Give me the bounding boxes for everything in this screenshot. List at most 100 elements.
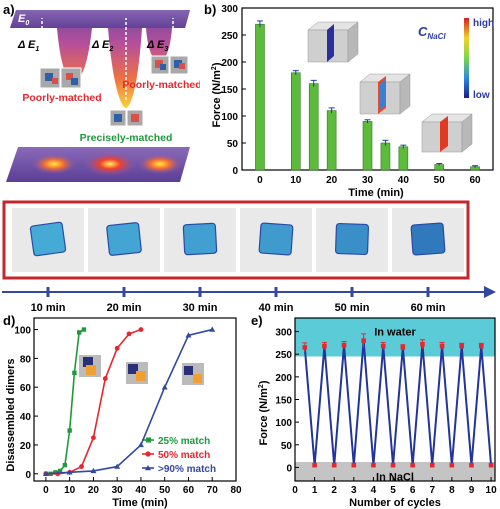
delta-e3-label: Δ E3 (146, 39, 168, 53)
panel-d-disassembly-line-chart: d) 0 20 40 60 80 100 0 10 20 30 40 50 60 70 80 25% matc… (3, 313, 242, 509)
panel-d-ylabel: Disassembled dimers (5, 358, 17, 471)
panel-e-ytick-label: 50 (281, 441, 293, 452)
panel-d-point (114, 345, 120, 351)
panel-e-point (459, 343, 464, 349)
panel-d-point (185, 332, 192, 338)
inset-block-full (307, 21, 359, 63)
gel-cube (410, 222, 446, 256)
panel-e-ytick-label: 150 (275, 396, 292, 407)
panel-e-point (449, 462, 455, 468)
panel-e-ytick-label: 0 (286, 463, 292, 474)
panel-e-xtick-label: 8 (449, 485, 455, 496)
panel-d-point (76, 330, 82, 335)
panel-e-label: e) (251, 313, 263, 328)
panel-d-legend-label: >90% match (158, 464, 216, 475)
panel-b-xtick-label: 30 (362, 175, 374, 186)
panel-d-xtick-label: 60 (183, 485, 195, 496)
panel-d-ytick-label: 20 (20, 441, 32, 452)
in-water-label: In water (374, 327, 416, 339)
panel-b-xlabel: Time (min) (348, 187, 404, 199)
panel-d-point (42, 470, 49, 476)
panel-d-point (102, 376, 108, 381)
panel-d-point (90, 467, 97, 474)
gel-cube (182, 222, 218, 256)
panel-b-ytick-label: 200 (221, 58, 238, 69)
panel-e-xtick-label: 9 (469, 485, 475, 496)
panel-d-xtick-label: 10 (64, 485, 76, 496)
panel-d-legend-label: 25% match (158, 436, 210, 447)
panel-e-xtick-label: 6 (410, 485, 416, 496)
panel-e-point (380, 343, 386, 349)
panel-e-point (469, 462, 474, 468)
panel-e-point (400, 345, 406, 350)
cnacl-legend-title: CNaCl (418, 24, 446, 41)
panel-d-point (57, 468, 63, 474)
panel-b-bar (380, 142, 391, 171)
panel-e-xtick-label: 0 (292, 485, 298, 496)
panel-e-xtick-label: 7 (429, 485, 435, 496)
panel-d-label: d) (3, 313, 15, 328)
precisely-matched-label: Precisely-matched (80, 132, 173, 144)
panel-d-legend-marker (146, 437, 151, 443)
dimer-photo-right (150, 55, 189, 75)
e0-label: E0 (18, 13, 29, 27)
panel-d-xtick-label: 20 (88, 485, 100, 496)
panel-b-xtick-label: 0 (257, 175, 263, 186)
panel-e-point (322, 343, 327, 349)
panel-d-xtick-label: 0 (43, 485, 49, 496)
inset-block-mid (359, 73, 411, 115)
panel-e-point (488, 462, 494, 468)
panel-e-xtick-label: 4 (371, 485, 377, 496)
panel-e-xlabel: Number of cycles (349, 497, 441, 509)
panel-e-cycling-chart: e) In water In NaCl 0 50 100 150 200 250 300 0 1 2 3… (251, 313, 497, 509)
colorbar-high-label: high (473, 18, 494, 29)
panel-d-ytick-label: 60 (20, 383, 32, 394)
timeline-label: 50 min (335, 302, 370, 313)
colorbar-low-label: low (473, 90, 490, 101)
gel-cube (258, 222, 294, 256)
panel-d-xtick-label: 40 (135, 485, 147, 496)
gel-cube (334, 222, 370, 256)
panel-a-label: a) (3, 2, 15, 17)
panel-e-point (351, 462, 357, 468)
gel-cube (106, 222, 142, 256)
panel-e-xtick-label: 1 (312, 485, 318, 496)
panel-e-point (429, 462, 435, 468)
timeline-label: 30 min (183, 302, 218, 313)
panel-e-point (312, 462, 317, 468)
panel-d-xtick-label: 30 (112, 485, 124, 496)
panel-b-xtick-label: 50 (434, 175, 446, 186)
panel-e-point (420, 341, 425, 347)
panel-d-legend-marker (145, 451, 151, 457)
panel-d-xtick-label: 70 (207, 485, 219, 496)
panel-e-point (478, 343, 484, 349)
cube-inset-25 (79, 355, 101, 377)
panel-e-force-line (303, 340, 493, 466)
panel-b-xtick-label: 60 (470, 175, 482, 186)
panel-d-legend-marker (145, 465, 151, 471)
inset-block-late (421, 113, 473, 153)
panel-e-ytick-label: 250 (275, 350, 292, 361)
panel-d-xlabel: Time (min) (112, 497, 168, 509)
panel-e-xtick-label: 5 (390, 485, 396, 496)
panel-d-xtick-label: 80 (230, 485, 242, 496)
panel-b-xtick-label: 40 (398, 175, 410, 186)
panel-d-point (137, 441, 144, 448)
panel-d-point (209, 326, 216, 332)
concentration-colorbar (464, 18, 469, 98)
panel-e-point (361, 338, 366, 343)
panel-e-ytick-label: 300 (275, 328, 292, 339)
in-nacl-label: In NaCl (376, 471, 414, 483)
panel-d-ytick-label: 100 (14, 326, 31, 337)
panel-b-ytick-label: 150 (221, 85, 238, 96)
panel-d-series-line (45, 328, 213, 475)
panel-d-legend-label: 50% match (158, 450, 210, 461)
panel-e-ylabel: Force (N/m2) (258, 380, 270, 445)
panel-b-bar (398, 146, 409, 171)
panel-d-point (62, 462, 68, 468)
panel-b-bar (326, 110, 337, 171)
panel-b-label: b) (204, 2, 216, 17)
panel-d-plot-frame (33, 317, 237, 482)
